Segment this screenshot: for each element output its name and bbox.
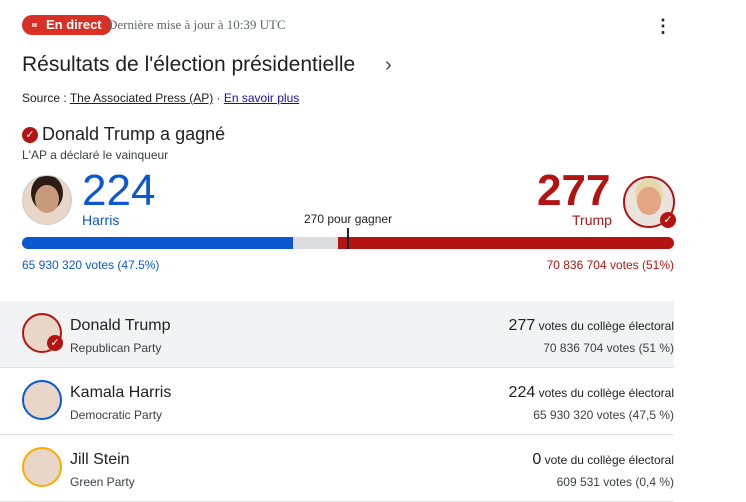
- candidate-popular-vote: 70 836 704 votes (51 %): [543, 341, 674, 355]
- candidate-avatar: [22, 380, 62, 420]
- trump-votes: 70 836 704 votes (51%): [546, 258, 674, 272]
- harris-label: Harris: [82, 212, 120, 228]
- candidate-name: Kamala Harris: [70, 384, 172, 401]
- candidate-party: Green Party: [70, 475, 135, 489]
- winner-heading: ✓ Donald Trump a gagné: [22, 124, 225, 145]
- candidate-ev: 0 vote du collège électoral: [532, 451, 674, 468]
- to-win-marker: [347, 228, 349, 249]
- winner-subtitle: L'AP a déclaré le vainqueur: [22, 148, 169, 162]
- harris-votes: 65 930 320 votes (47.5%): [22, 258, 160, 272]
- winner-check-icon: ✓: [660, 212, 676, 228]
- live-badge: En direct: [22, 15, 112, 35]
- candidate-popular-vote: 609 531 votes (0,4 %): [556, 475, 674, 489]
- last-updated: Dernière mise à jour à 10:39 UTC: [108, 17, 286, 32]
- harris-avatar: [22, 175, 72, 225]
- check-icon: ✓: [22, 126, 38, 143]
- source-line: Source : The Associated Press (AP) · En …: [22, 91, 300, 105]
- page-title[interactable]: Résultats de l'élection présidentielle: [22, 53, 356, 76]
- electoral-bar: [22, 237, 674, 249]
- candidate-ev: 277 votes du collège électoral: [508, 317, 674, 334]
- candidate-name: Jill Stein: [70, 451, 130, 468]
- harris-bar: [22, 237, 294, 249]
- candidate-party: Democratic Party: [70, 408, 163, 422]
- winner-check-icon: ✓: [47, 335, 63, 351]
- candidate-name: Donald Trump: [70, 317, 171, 334]
- candidate-row[interactable]: Jill Stein Green Party 0 vote du collège…: [0, 435, 674, 502]
- trump-label: Trump: [572, 212, 612, 228]
- source-link[interactable]: The Associated Press (AP): [69, 91, 214, 105]
- learn-more-link[interactable]: En savoir plus: [223, 91, 300, 105]
- trump-ev-count: 277: [537, 166, 611, 215]
- candidate-row[interactable]: ✓ Donald Trump Republican Party 277 vote…: [0, 301, 674, 368]
- to-win-label: 270 pour gagner: [304, 212, 393, 226]
- candidate-ev: 224 votes du collège électoral: [508, 384, 674, 401]
- trump-avatar: [623, 176, 675, 228]
- more-vert-icon[interactable]: ⋮: [654, 16, 672, 36]
- live-dot-icon: [32, 23, 37, 27]
- candidate-popular-vote: 65 930 320 votes (47,5 %): [533, 408, 674, 422]
- candidate-party: Republican Party: [70, 341, 162, 355]
- candidate-row[interactable]: Kamala Harris Democratic Party 224 votes…: [0, 368, 674, 435]
- trump-bar: [338, 237, 674, 249]
- candidate-avatar: [22, 447, 62, 487]
- harris-ev-count: 224: [82, 166, 156, 215]
- candidate-avatar: [22, 313, 62, 353]
- chevron-right-icon[interactable]: ›: [385, 54, 392, 76]
